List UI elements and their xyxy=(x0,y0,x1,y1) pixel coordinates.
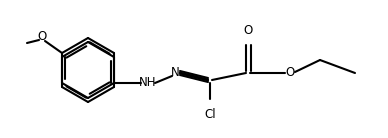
Text: NH: NH xyxy=(139,76,157,90)
Text: O: O xyxy=(37,30,47,43)
Text: N: N xyxy=(171,67,179,79)
Text: O: O xyxy=(243,24,253,37)
Text: O: O xyxy=(286,67,294,79)
Text: Cl: Cl xyxy=(204,108,216,121)
